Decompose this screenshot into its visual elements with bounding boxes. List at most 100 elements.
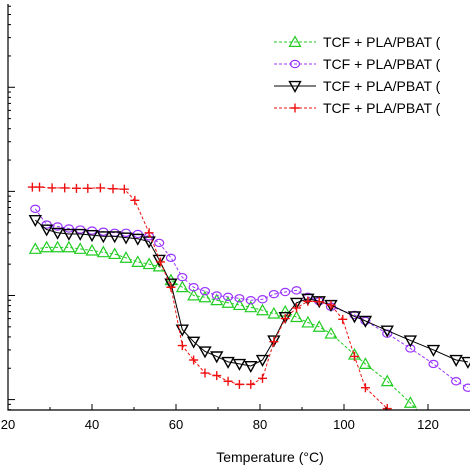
series-4-point-8 [108,184,118,194]
series-3-point-31 [403,335,418,348]
series-1-point-9 [119,251,133,263]
series-3-point-33 [449,354,463,367]
series-3-point-10 [131,233,145,246]
series-4-point-29 [350,351,359,361]
series-1-point-20 [244,300,258,313]
series-3 [28,214,470,373]
series-3-point-1 [28,214,42,228]
series-1-point-18 [221,296,235,308]
series-1-point-8 [108,247,122,260]
series-1-point-7 [96,245,110,258]
series-2-point-12 [154,238,165,248]
series-1-point-10 [131,255,145,267]
series-1-point-6 [85,243,99,256]
series-1-point-11 [142,257,156,270]
series-2-point-16 [199,286,211,296]
series-2-point-22 [268,289,279,299]
series-1-point-4 [62,240,76,253]
series-4-point-25 [303,296,313,306]
series-1-point-25 [301,315,315,328]
series-4-point-12 [155,257,165,267]
series-4-point-11 [144,228,154,238]
series-1-point-19 [232,298,246,311]
series-3-point-30 [380,325,394,338]
legend-entry-3: TCF + PLA/PBAT ( [274,78,441,94]
series-4-point-20 [246,379,256,389]
series-4-point-15 [189,355,199,365]
x-tick-label-40: 40 [85,417,99,432]
series-2-point-14 [177,272,188,282]
legend-entry-4: TCF + PLA/PBAT ( [274,100,441,116]
x-tick-label-80: 80 [253,417,267,432]
series-2-point-19 [234,294,245,303]
series-4-point-34 [452,464,461,473]
series-3-point-23 [278,311,292,325]
series-3-point-16 [198,346,212,359]
series-4-point-10 [130,195,140,205]
series-1-point-2 [40,240,54,253]
series-1-point-22 [267,306,281,319]
series-4-point-19 [234,379,244,389]
series-3-point-3 [50,227,65,240]
series-4 [27,182,472,473]
series-4-point-27 [326,300,336,310]
series-4-point-21 [258,373,268,383]
series-1-point-16 [198,290,212,303]
series-2 [30,204,470,392]
series-3-point-15 [186,336,201,349]
series-4-point-30 [360,383,370,393]
series-1-point-17 [210,293,224,306]
series-3-point-13 [164,278,178,291]
series-1-point-33 [451,446,462,456]
series-2-point-29 [360,316,371,326]
series-1-point-29 [358,357,372,369]
series-1-point-21 [256,303,270,316]
series-4-point-22 [269,337,279,347]
series-3-point-29 [358,315,373,328]
series-4-point-17 [212,371,222,381]
series-1-point-30 [380,374,394,387]
series-4-point-6 [83,183,93,193]
series-4-point-3 [47,183,57,193]
series-4-point-28 [338,314,348,324]
series-4-point-35 [463,464,472,473]
series-4-point-31 [382,404,392,410]
series-3-point-19 [232,358,247,371]
series-4-point-9 [119,184,129,194]
series-2-point-20 [245,296,256,305]
legend-label-1: TCF + PLA/PBAT ( [323,34,441,50]
series-1-point-26 [312,320,326,332]
series-4-point-7 [95,183,105,193]
series-3-point-25 [301,293,315,306]
series-3-point-4 [62,228,76,241]
series-2-point-33 [451,377,462,386]
series-4-point-26 [314,297,324,307]
plot-series [27,182,472,473]
legend-label-4: TCF + PLA/PBAT ( [323,100,441,116]
series-2-point-23 [280,287,291,297]
series-3-point-28 [347,311,362,324]
legend-label-3: TCF + PLA/PBAT ( [323,78,441,94]
series-4-point-5 [71,183,81,193]
series-4-point-23 [280,314,290,324]
series-2-point-13 [165,253,177,263]
series-1-point-14 [175,280,189,293]
x-tick-label-100: 100 [333,417,355,432]
series-2-point-21 [257,295,268,304]
series-3-point-12 [152,254,166,267]
series-1-point-15 [187,288,201,301]
series-4-point-32 [406,428,415,437]
series-3-point-9 [119,232,133,245]
series-2-point-15 [188,283,199,292]
series-3-point-32 [426,344,441,357]
x-tick-label-20: 20 [1,417,15,432]
legend-marker-3 [288,80,302,93]
legend: TCF + PLA/PBAT ( TCF + PLA/PBAT ( TCF + PL… [274,34,441,116]
series-2-point-1 [30,204,41,214]
series-3-point-2 [39,224,54,237]
series-2-point-17 [211,291,222,300]
legend-marker-2 [289,59,301,69]
series-4-point-2 [35,182,44,192]
series-3-line [34,219,468,367]
